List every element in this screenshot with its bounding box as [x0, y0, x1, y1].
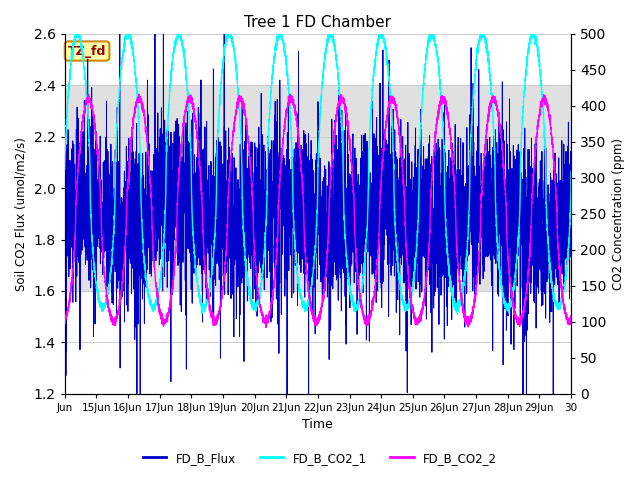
- FD_B_CO2_2: [166, 305, 173, 311]
- FD_B_CO2_1: [481, 37, 489, 43]
- FD_B_Flux: [567, 192, 575, 198]
- Title: Tree 1 FD Chamber: Tree 1 FD Chamber: [244, 15, 392, 30]
- FD_B_CO2_2: [567, 321, 575, 327]
- FD_B_CO2_1: [364, 216, 371, 222]
- FD_B_Flux: [116, 31, 124, 37]
- FD_B_CO2_1: [72, 31, 79, 37]
- FD_B_CO2_2: [364, 317, 371, 323]
- FD_B_Flux: [166, 181, 173, 187]
- FD_B_CO2_1: [61, 167, 68, 172]
- Text: TZ_fd: TZ_fd: [68, 45, 106, 58]
- FD_B_CO2_1: [454, 312, 461, 317]
- Y-axis label: Soil CO2 Flux (umol/m2/s): Soil CO2 Flux (umol/m2/s): [15, 137, 28, 291]
- FD_B_CO2_1: [567, 168, 575, 174]
- FD_B_Flux: [457, 136, 465, 142]
- FD_B_CO2_2: [457, 289, 465, 295]
- Y-axis label: CO2 Concentration (ppm): CO2 Concentration (ppm): [612, 138, 625, 290]
- FD_B_CO2_2: [495, 109, 502, 115]
- FD_B_Flux: [481, 154, 489, 159]
- FD_B_Flux: [133, 391, 141, 396]
- FD_B_CO2_2: [262, 324, 270, 330]
- Line: FD_B_CO2_1: FD_B_CO2_1: [65, 34, 571, 314]
- FD_B_CO2_2: [337, 100, 344, 106]
- FD_B_CO2_2: [61, 315, 68, 321]
- FD_B_Flux: [364, 198, 371, 204]
- Legend: FD_B_Flux, FD_B_CO2_1, FD_B_CO2_2: FD_B_Flux, FD_B_CO2_1, FD_B_CO2_2: [138, 447, 502, 469]
- Bar: [65, 85, 571, 291]
- FD_B_CO2_1: [337, 103, 344, 108]
- FD_B_Flux: [61, 180, 68, 185]
- Line: FD_B_CO2_2: FD_B_CO2_2: [65, 94, 571, 327]
- FD_B_CO2_1: [166, 88, 173, 94]
- FD_B_CO2_1: [457, 298, 465, 303]
- FD_B_CO2_1: [495, 257, 502, 263]
- Line: FD_B_Flux: FD_B_Flux: [65, 34, 571, 394]
- FD_B_Flux: [495, 182, 502, 188]
- FD_B_CO2_2: [135, 91, 143, 97]
- FD_B_Flux: [337, 274, 344, 279]
- FD_B_CO2_2: [481, 140, 489, 146]
- X-axis label: Time: Time: [303, 419, 333, 432]
